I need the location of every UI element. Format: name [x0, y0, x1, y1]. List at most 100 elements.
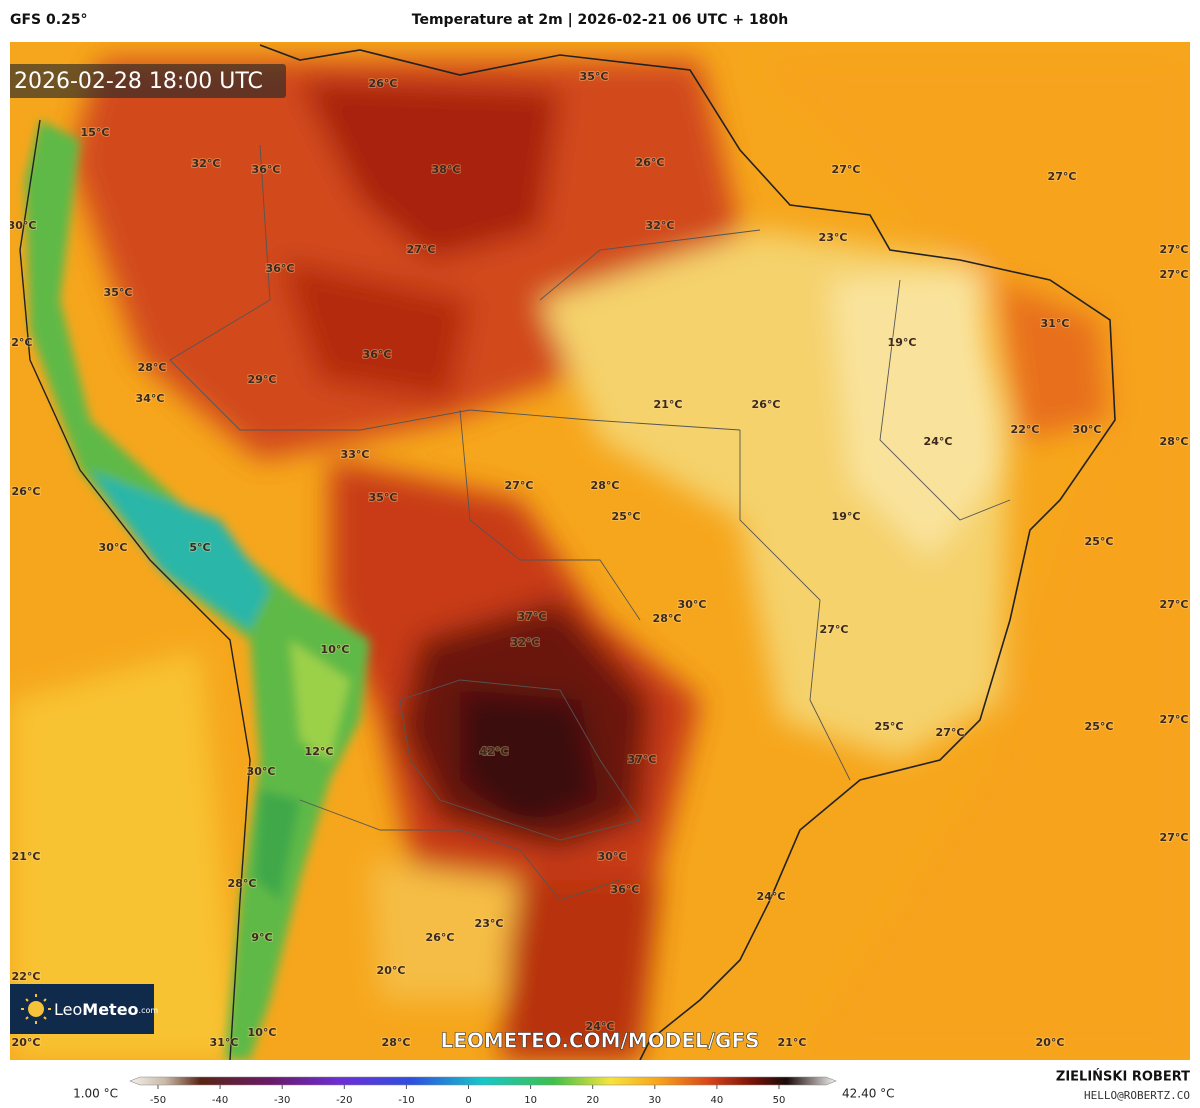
temperature-label: 24°C — [924, 435, 953, 448]
temperature-label: 34°C — [136, 392, 165, 405]
logo-text: Leo — [54, 1000, 82, 1019]
temperature-label: 27°C — [1160, 831, 1189, 844]
temperature-label: 38°C — [432, 163, 461, 176]
temperature-label: 28°C — [591, 479, 620, 492]
colorbar-tick-label: 40 — [711, 1095, 724, 1106]
temperature-label: 22°C — [12, 970, 41, 983]
temperature-label: 23°C — [819, 231, 848, 244]
temperature-label: 25°C — [1085, 535, 1114, 548]
colorbar-tick-label: -30 — [274, 1095, 290, 1106]
logo-text: .com — [139, 1006, 159, 1015]
logo-text: Meteo — [82, 1000, 138, 1019]
temperature-label: 27°C — [1160, 243, 1189, 256]
temperature-label: 22°C — [1011, 423, 1040, 436]
temperature-label: 26°C — [636, 156, 665, 169]
label-layer: 26°C 35°C 15°C 32°C 36°C 38°C 26°C 27°C 27°C 30°C… — [4, 69, 1189, 1050]
author: ZIELIŃSKI ROBERT — [1056, 1069, 1190, 1085]
temperature-label: 31°C — [1041, 317, 1070, 330]
contact: HELLO@ROBERTZ.CO — [1084, 1089, 1190, 1102]
svg-text:LeoMeteo.com: LeoMeteo.com — [54, 1000, 158, 1019]
colorbar-tick-label: -10 — [398, 1095, 414, 1106]
model-name: GFS 0.25° — [10, 12, 88, 28]
colorbar-tick-label: 10 — [524, 1095, 537, 1106]
temperature-label: 30°C — [99, 541, 128, 554]
temperature-label: 10°C — [248, 1026, 277, 1039]
temperature-label: 28°C — [138, 361, 167, 374]
colorbar-tick-label: -20 — [336, 1095, 352, 1106]
colorbar-tick-label: -50 — [150, 1095, 166, 1106]
temperature-label: 32°C — [4, 336, 33, 349]
temperature-label: 5°C — [189, 541, 210, 554]
temperature-label: 20°C — [1036, 1036, 1065, 1049]
temperature-label: 27°C — [936, 726, 965, 739]
temperature-label: 35°C — [580, 70, 609, 83]
colorbar: 1.00 °C -50 -40 -30 -20 -10 0 10 20 30 40 50 42.40… — [73, 1076, 895, 1106]
temperature-label: 35°C — [104, 286, 133, 299]
temperature-label: 25°C — [875, 720, 904, 733]
watermark: LEOMETEO.COM/MODEL/GFS — [440, 1029, 759, 1053]
temperature-label: 27°C — [1048, 170, 1077, 183]
temperature-label: 36°C — [611, 883, 640, 896]
temperature-label: 35°C — [369, 491, 398, 504]
temperature-label: 33°C — [341, 448, 370, 461]
temperature-label: 31°C — [210, 1036, 239, 1049]
temperature-label: 28°C — [382, 1036, 411, 1049]
borders — [169, 144, 1011, 901]
temperature-label: 37°C — [628, 753, 657, 766]
temperature-label: 37°C — [518, 610, 547, 623]
temperature-label: 28°C — [653, 612, 682, 625]
temperature-label: 24°C — [757, 890, 786, 903]
temperature-label: 30°C — [247, 765, 276, 778]
temperature-label: 21°C — [654, 398, 683, 411]
temperature-label: 19°C — [832, 510, 861, 523]
colorbar-tick-label: 50 — [773, 1095, 786, 1106]
colorbar-tick-label: -40 — [212, 1095, 228, 1106]
temperature-label: 9°C — [251, 931, 272, 944]
temperature-label: 26°C — [369, 77, 398, 90]
temperature-label: 26°C — [426, 931, 455, 944]
temperature-label: 36°C — [363, 348, 392, 361]
temperature-label: 30°C — [1073, 423, 1102, 436]
temperature-label: 27°C — [1160, 268, 1189, 281]
timestamp-box — [10, 64, 286, 98]
temperature-label: 25°C — [1085, 720, 1114, 733]
temperature-label: 27°C — [407, 243, 436, 256]
map-area: 26°C 35°C 15°C 32°C 36°C 38°C 26°C 27°C 27°C 30°C… — [4, 42, 1190, 1060]
temperature-label: 24°C — [586, 1020, 615, 1033]
temperature-label: 27°C — [832, 163, 861, 176]
temperature-label: 25°C — [612, 510, 641, 523]
temperature-label: 29°C — [248, 373, 277, 386]
temperature-label: 21°C — [12, 850, 41, 863]
logo: LeoMeteo.com — [10, 984, 158, 1034]
temperature-label: 26°C — [12, 485, 41, 498]
temperature-label: 20°C — [12, 1036, 41, 1049]
colorbar-tick-label: 20 — [586, 1095, 599, 1106]
temperature-label: 30°C — [8, 219, 37, 232]
temperature-label: 15°C — [81, 126, 110, 139]
coastline — [19, 119, 251, 1060]
temperature-label: 36°C — [252, 163, 281, 176]
temperature-label: 27°C — [1160, 713, 1189, 726]
temperature-label: 27°C — [820, 623, 849, 636]
temperature-label: 20°C — [377, 964, 406, 977]
coastline — [259, 44, 1116, 1060]
colorbar-min: 1.00 °C — [73, 1087, 118, 1101]
temperature-label: 21°C — [778, 1036, 807, 1049]
colorbar-tick-label: 0 — [465, 1095, 471, 1106]
temperature-label: 32°C — [646, 219, 675, 232]
colorbar-max: 42.40 °C — [842, 1087, 895, 1101]
map-title: Temperature at 2m | 2026-02-21 06 UTC + … — [412, 12, 788, 28]
temperature-label: 28°C — [228, 877, 257, 890]
temperature-label: 23°C — [475, 917, 504, 930]
temperature-label: 36°C — [266, 262, 295, 275]
temperature-label: 27°C — [505, 479, 534, 492]
temperature-label: 26°C — [752, 398, 781, 411]
temperature-label: 10°C — [321, 643, 350, 656]
temperature-label: 30°C — [598, 850, 627, 863]
temperature-label: 32°C — [511, 636, 540, 649]
temperature-label: 42°C — [480, 745, 509, 758]
temperature-label: 32°C — [192, 157, 221, 170]
temperature-label: 28°C — [1160, 435, 1189, 448]
